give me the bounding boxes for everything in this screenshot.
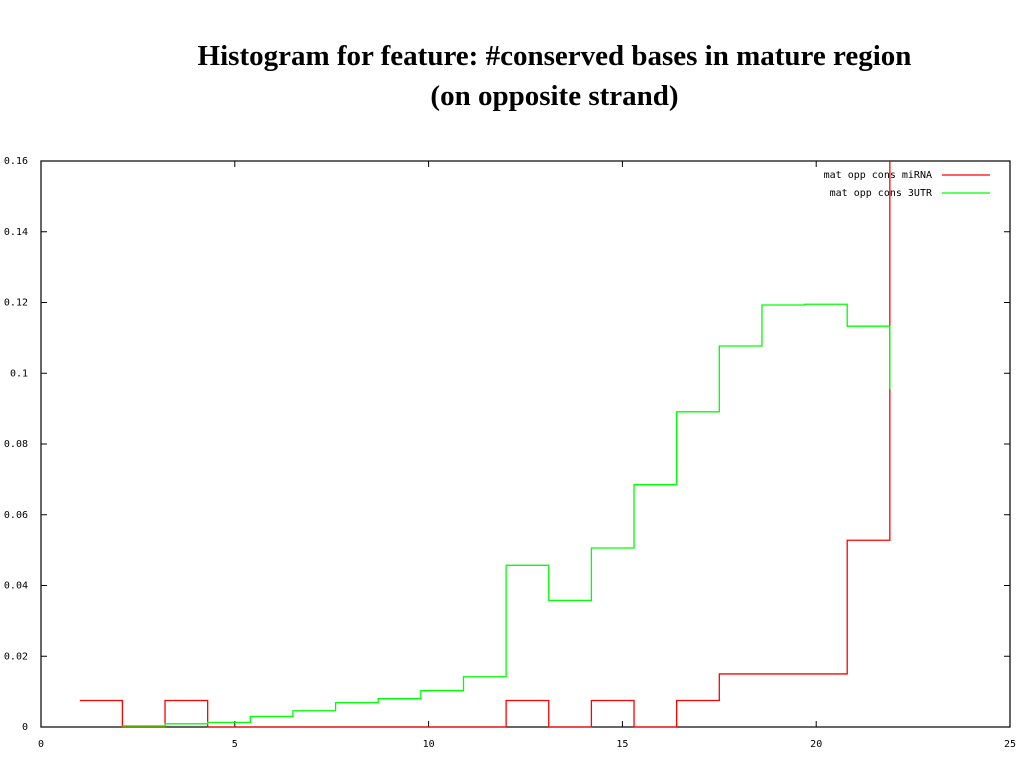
legend: mat opp cons miRNA mat opp cons 3UTR (824, 170, 990, 199)
chart-subtitle-text: (on opposite strand) (430, 80, 679, 112)
chart-title-text: Histogram for feature: #conserved bases … (197, 40, 912, 72)
y-tick-label: 0.14 (4, 227, 28, 238)
x-tick-label: 0 (38, 739, 44, 750)
y-tick-label: 0.04 (4, 581, 28, 592)
y-tick-label: 0.12 (4, 298, 28, 309)
y-tick-label: 0.08 (4, 439, 28, 450)
x-tick-label: 5 (232, 739, 238, 750)
x-tick-label: 10 (423, 739, 435, 750)
chart-title: Histogram for feature: #conserved bases … (0, 36, 1024, 116)
legend-label-0: mat opp cons miRNA (824, 170, 932, 181)
legend-label-1: mat opp cons 3UTR (830, 188, 933, 199)
plot-frame (40, 160, 1011, 728)
y-tick-label: 0.16 (4, 156, 28, 167)
y-tick-label: 0 (22, 722, 28, 733)
y-tick-label: 0.06 (4, 510, 28, 521)
series-layer (79, 161, 891, 728)
series-line-1 (122, 303, 891, 727)
axis-ticks: 0 5 10 15 20 25 0 0.02 0.04 0.06 0.08 0.1 0.12 0.14 0.… (4, 156, 1016, 750)
plot-border (40, 160, 1011, 728)
x-tick-label: 15 (616, 739, 628, 750)
x-tick-label: 20 (810, 739, 822, 750)
x-tick-label: 25 (1004, 739, 1016, 750)
series-line-0 (79, 161, 891, 728)
y-tick-label: 0.02 (4, 651, 28, 662)
y-tick-label: 0.1 (10, 368, 28, 379)
